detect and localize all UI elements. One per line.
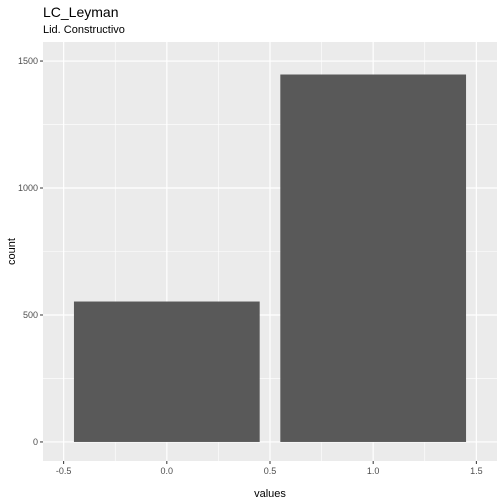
y-tick-label: 0 <box>33 437 38 447</box>
x-tick-label: 1.5 <box>470 466 483 476</box>
bars <box>73 74 467 442</box>
chart-title: LC_Leyman <box>43 4 119 20</box>
x-tick-label: -0.5 <box>56 466 72 476</box>
x-axis-title: values <box>254 488 286 500</box>
x-tick-label: 0.5 <box>264 466 277 476</box>
x-tick-label: 1.0 <box>367 466 380 476</box>
chart-subtitle: Lid. Constructivo <box>43 24 125 36</box>
x-tick-label: 0.0 <box>161 466 174 476</box>
x-axis: -0.5 0.0 0.5 1.0 1.5 <box>56 461 483 476</box>
y-tick-label: 1000 <box>18 183 38 193</box>
y-axis: 0 500 1000 1500 <box>18 56 43 447</box>
bar <box>73 301 260 442</box>
y-tick-label: 500 <box>23 310 38 320</box>
bar <box>280 74 467 442</box>
y-tick-label: 1500 <box>18 56 38 66</box>
y-axis-title: count <box>6 238 18 265</box>
